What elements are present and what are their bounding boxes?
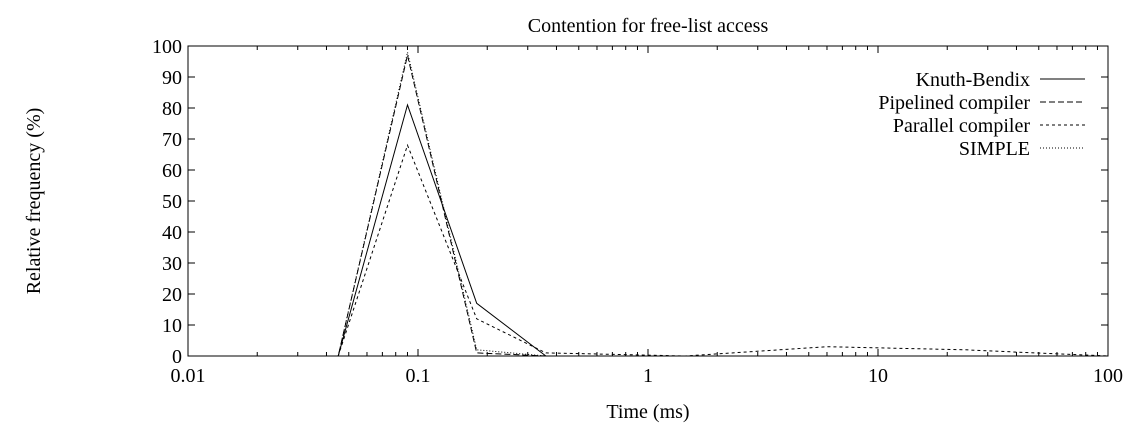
y-tick-label: 30 xyxy=(162,253,182,275)
y-axis-label: Relative frequency (%) xyxy=(23,108,45,295)
y-tick-label: 0 xyxy=(172,346,182,368)
series-line-parallel-compiler xyxy=(188,143,1109,357)
x-tick-label: 0.1 xyxy=(406,365,431,387)
legend-label-simple: SIMPLE xyxy=(959,138,1030,160)
y-tick-label: 100 xyxy=(152,36,182,58)
legend-label-pipelined-compiler: Pipelined compiler xyxy=(878,92,1030,114)
x-tick-label: 100 xyxy=(1093,365,1123,387)
y-tick-label: 40 xyxy=(162,222,182,244)
y-tick-label: 70 xyxy=(162,129,182,151)
y-tick-label: 20 xyxy=(162,284,182,306)
x-tick-label: 10 xyxy=(868,365,888,387)
y-tick-label: 90 xyxy=(162,67,182,89)
x-tick-label: 1 xyxy=(643,365,653,387)
y-tick-label: 50 xyxy=(162,191,182,213)
legend-label-knuth-bendix: Knuth-Bendix xyxy=(916,69,1030,91)
axes: 0 10 20 30 40 50 60 70 80 90 100 0.01 0.1 1 10 100 xyxy=(152,36,1123,387)
y-tick-label: 80 xyxy=(162,98,182,120)
y-tick-label: 10 xyxy=(162,315,182,337)
legend-label-parallel-compiler: Parallel compiler xyxy=(893,115,1031,137)
series-layer xyxy=(188,52,1109,357)
chart-title: Contention for free-list access xyxy=(528,15,769,37)
y-tick-label: 60 xyxy=(162,160,182,182)
series-line-simple xyxy=(188,52,1108,357)
x-axis-label: Time (ms) xyxy=(606,401,689,423)
x-tick-label: 0.01 xyxy=(171,365,206,387)
